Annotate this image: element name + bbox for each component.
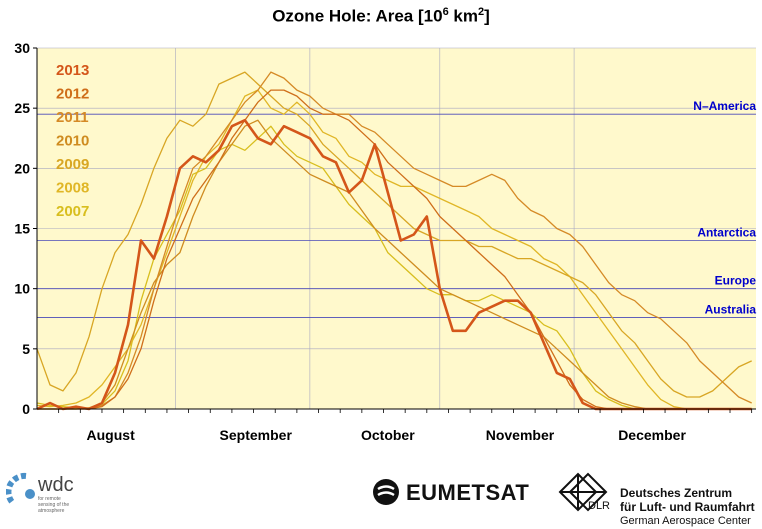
y-tick-label: 30 (14, 40, 30, 56)
wdc-subtitle: for remote sensing of the atmosphere (38, 496, 70, 514)
x-tick-label: October (361, 427, 415, 443)
x-tick-label: September (220, 427, 293, 443)
legend-item-2009: 2009 (56, 156, 89, 173)
x-tick-label: August (87, 427, 136, 443)
legend-item-2008: 2008 (56, 180, 89, 197)
dlr-line-3: German Aerospace Center (620, 515, 751, 527)
legend-item-2011: 2011 (56, 109, 89, 126)
chart-title: Ozone Hole: Area [106 km2] (272, 6, 490, 26)
eumetsat-logo-icon (373, 479, 399, 505)
y-tick-label: 5 (22, 341, 30, 357)
legend-item-2007: 2007 (56, 203, 89, 220)
y-tick-label: 10 (14, 281, 30, 297)
y-tick-label: 0 (22, 401, 30, 417)
series-line-2009 (36, 71, 752, 398)
y-tick-label: 20 (14, 160, 30, 176)
eumetsat-name: EUMETSAT (406, 480, 530, 505)
legend-item-2012: 2012 (56, 86, 89, 103)
reference-label: Australia (705, 303, 757, 317)
y-tick-label: 25 (14, 100, 30, 116)
dlr-abbreviation: DLR (588, 500, 611, 512)
ozone-area-chart: N–America Antarctica Europe Australia 0 5 10 15… (14, 40, 757, 443)
legend-item-2010: 2010 (56, 133, 89, 150)
reference-label: Europe (715, 274, 757, 288)
wdc-logo-icon (6, 472, 35, 504)
x-tick-label: December (618, 427, 686, 443)
dlr-logo-icon (558, 472, 608, 512)
reference-label: Antarctica (697, 226, 756, 240)
dlr-line-1: Deutsches Zentrum (620, 486, 733, 500)
x-tick-label: November (486, 427, 555, 443)
reference-label: N–America (693, 99, 756, 113)
footer-logos: wdc for remote sensing of the atmosphere… (0, 462, 762, 529)
series-line-2011 (37, 71, 752, 410)
wdc-name: wdc (38, 474, 74, 496)
y-tick-label: 15 (14, 221, 30, 237)
legend-item-2013: 2013 (56, 62, 89, 79)
dlr-line-2: für Luft- und Raumfahrt (620, 500, 755, 514)
